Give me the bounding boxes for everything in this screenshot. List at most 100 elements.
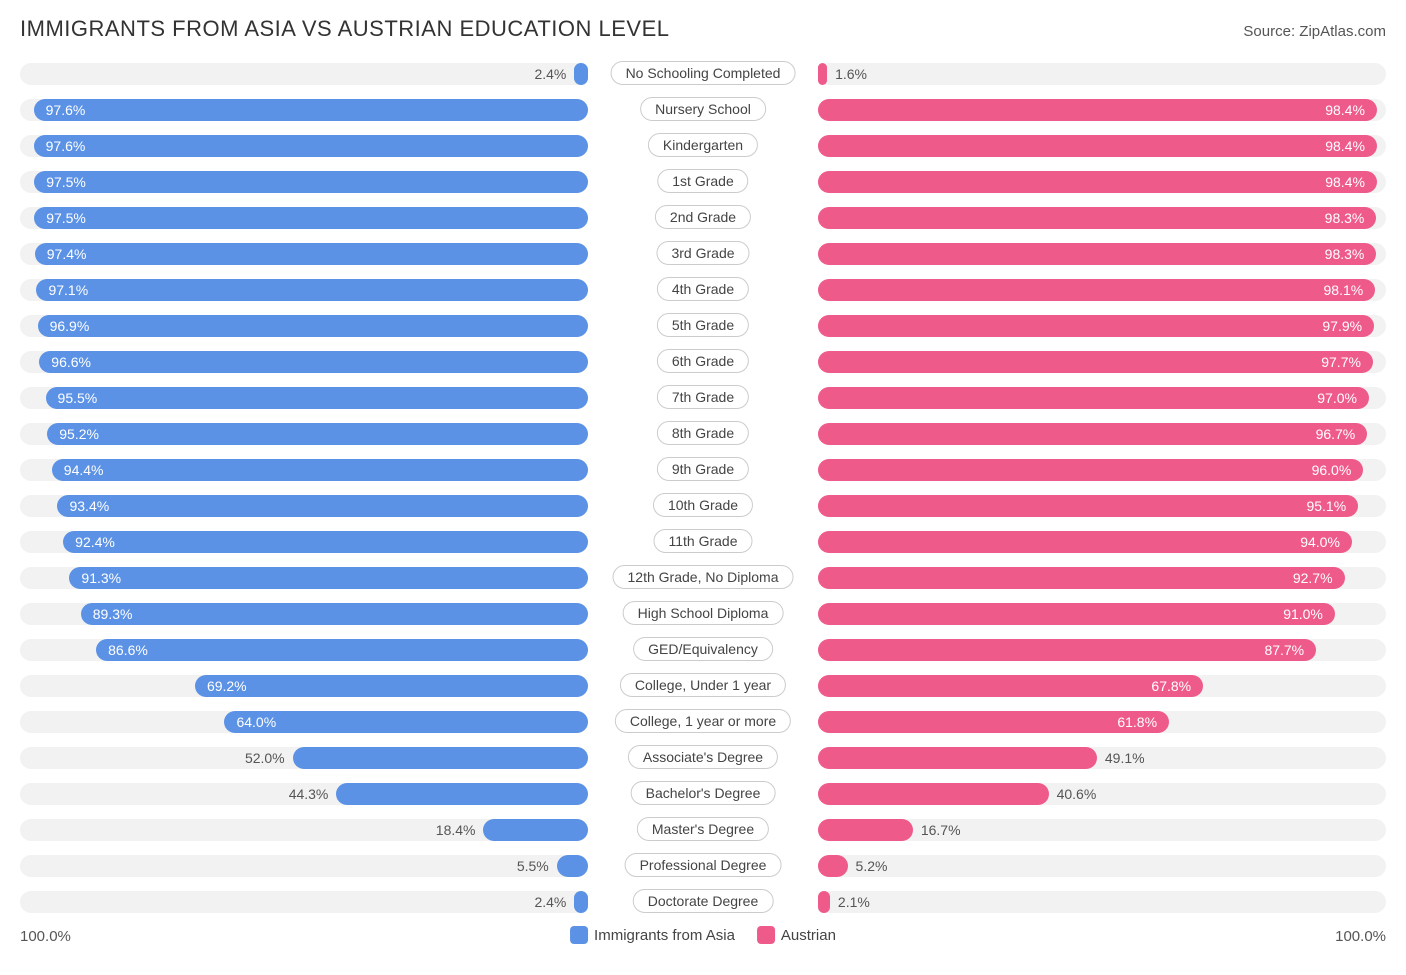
legend-label-left: Immigrants from Asia [594,927,735,944]
category-label: High School Diploma [623,601,784,625]
value-right: 98.4% [1325,132,1365,160]
value-left: 95.2% [59,420,99,448]
category-label: 1st Grade [657,169,748,193]
value-right: 1.6% [835,60,867,88]
category-label: 11th Grade [653,529,752,553]
value-left: 97.5% [46,204,86,232]
chart-row: 95.2%96.7%8th Grade [20,420,1386,448]
chart-row: 5.5%5.2%Professional Degree [20,852,1386,880]
legend-item-left: Immigrants from Asia [570,926,735,944]
legend: Immigrants from Asia Austrian [570,926,836,944]
bar-right [818,171,1377,193]
value-left: 94.4% [64,456,104,484]
value-left: 97.5% [46,168,86,196]
value-left: 96.9% [50,312,90,340]
bar-right [818,207,1376,229]
category-label: College, 1 year or more [615,709,791,733]
track-left [20,855,588,877]
bar-left [63,531,588,553]
bar-right [818,459,1363,481]
category-label: 2nd Grade [655,205,751,229]
category-label: Professional Degree [625,853,782,877]
chart-row: 97.5% 98.3% 2nd Grade [20,204,1386,232]
chart-footer: 100.0% 100.0% Immigrants from Asia Austr… [20,924,1386,954]
value-left: 91.3% [81,564,121,592]
bar-right [818,783,1049,805]
chart-row: 97.6%98.4%Nursery School [20,96,1386,124]
bar-left [57,495,588,517]
bar-left [35,243,588,265]
bar-left [34,99,588,121]
bar-right [818,135,1377,157]
category-label: College, Under 1 year [620,673,786,697]
bar-right [818,315,1374,337]
bar-right [818,675,1203,697]
value-right: 92.7% [1293,564,1333,592]
track-right [818,63,1386,85]
value-right: 16.7% [921,816,961,844]
chart-row: 96.6%97.7%6th Grade [20,348,1386,376]
bar-left [34,135,588,157]
category-label: 8th Grade [657,421,749,445]
chart-row: 95.5%97.0%7th Grade [20,384,1386,412]
value-right: 98.3% [1325,204,1365,232]
chart-row: 97.1%98.1%4th Grade [20,276,1386,304]
value-left: 93.4% [69,492,109,520]
axis-max-right: 100.0% [1335,928,1386,945]
chart-row: 2.4%1.6%No Schooling Completed [20,60,1386,88]
bar-right [818,63,827,85]
value-right: 96.0% [1312,456,1352,484]
chart-row: 52.0%49.1%Associate's Degree [20,744,1386,772]
bar-right [818,819,913,841]
bar-right [818,891,830,913]
bar-left [574,891,588,913]
bar-right [818,279,1375,301]
source-attribution: Source: ZipAtlas.com [1243,23,1386,40]
chart-row: 92.4%94.0%11th Grade [20,528,1386,556]
value-right: 67.8% [1151,672,1191,700]
bar-left [47,423,588,445]
value-left: 97.1% [48,276,88,304]
chart-row: 94.4%96.0%9th Grade [20,456,1386,484]
bar-right [818,495,1358,517]
value-left: 92.4% [75,528,115,556]
value-left: 18.4% [436,816,476,844]
track-right [818,855,1386,877]
bar-left [39,351,588,373]
bar-right [818,603,1335,625]
value-right: 98.1% [1324,276,1364,304]
chart-row: 64.0%61.8%College, 1 year or more [20,708,1386,736]
category-label: 5th Grade [657,313,749,337]
value-left: 69.2% [207,672,247,700]
track-right [818,891,1386,913]
chart-row: 69.2% 67.8% College, Under 1 year [20,672,1386,700]
bar-right [818,99,1377,121]
chart-row: 18.4%16.7%Master's Degree [20,816,1386,844]
value-right: 98.4% [1325,168,1365,196]
bar-left [34,207,588,229]
value-left: 64.0% [236,708,276,736]
legend-swatch-right [757,926,775,944]
category-label: 7th Grade [657,385,749,409]
bar-left [81,603,588,625]
category-label: GED/Equivalency [633,637,773,661]
source-label: Source: [1243,23,1295,40]
value-left: 97.4% [47,240,87,268]
value-left: 5.5% [517,852,549,880]
category-label: 12th Grade, No Diploma [613,565,794,589]
chart-row: 97.6% 98.4% Kindergarten [20,132,1386,160]
bar-left [557,855,588,877]
value-left: 97.6% [46,96,86,124]
category-label: Nursery School [640,97,766,121]
track-left [20,63,588,85]
chart-row: 97.5% 98.4% 1st Grade [20,168,1386,196]
category-label: Kindergarten [648,133,758,157]
legend-label-right: Austrian [781,927,836,944]
bar-left [34,171,588,193]
value-right: 91.0% [1283,600,1323,628]
bar-left [46,387,588,409]
value-right: 97.9% [1322,312,1362,340]
category-label: 6th Grade [657,349,749,373]
chart-row: 93.4%95.1%10th Grade [20,492,1386,520]
value-left: 97.6% [46,132,86,160]
